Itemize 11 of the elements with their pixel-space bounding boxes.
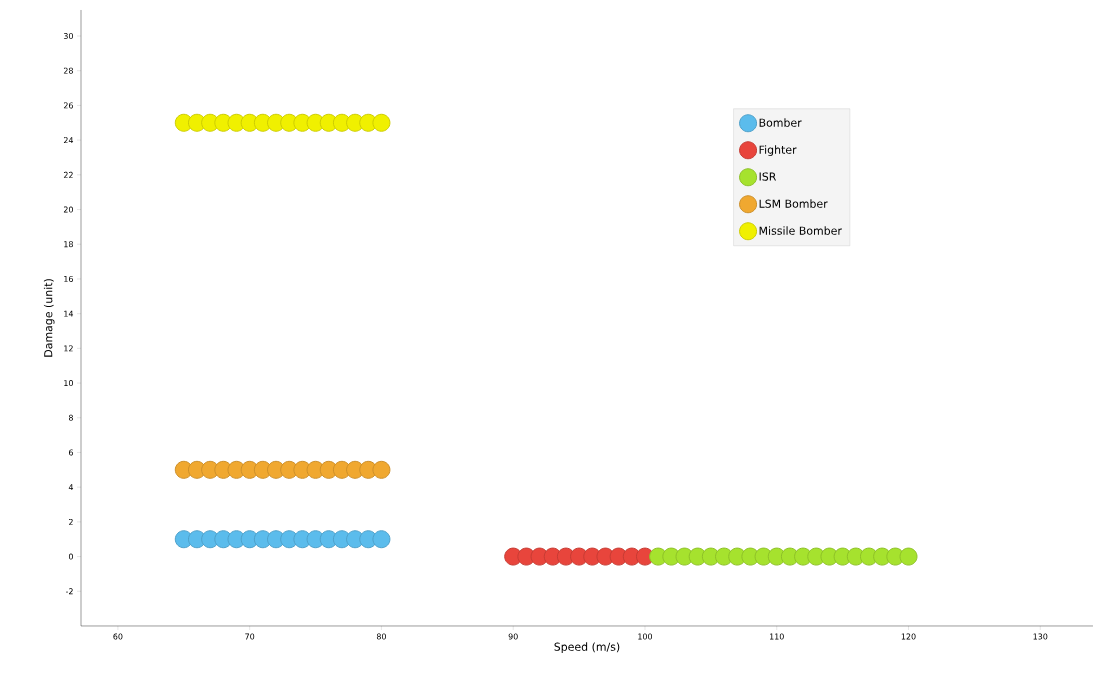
x-axis-title: Speed (m/s) xyxy=(554,642,620,653)
legend-label: Missile Bomber xyxy=(759,226,842,235)
legend-label: LSM Bomber xyxy=(759,199,828,208)
point xyxy=(372,530,391,549)
legend-label: Fighter xyxy=(759,145,797,156)
point xyxy=(372,113,391,132)
point xyxy=(899,547,918,566)
legend-label: ISR xyxy=(759,172,777,181)
point xyxy=(372,460,391,479)
y-axis-title: Damage (unit) xyxy=(43,279,55,357)
legend-label: Bomber xyxy=(759,118,802,127)
